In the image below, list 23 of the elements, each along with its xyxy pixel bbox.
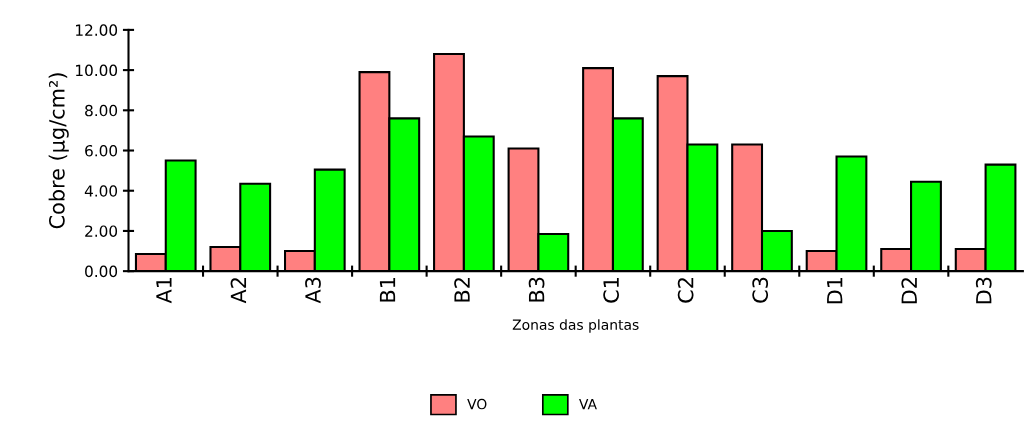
x-tick-label: C3 [752,277,769,303]
y-tick-label: 8.00 [85,104,118,117]
x-tick-label: C1 [603,277,619,303]
y-tick-label: 10.00 [76,64,118,77]
x-tick-label: D3 [975,277,992,304]
legend-label: VO [467,398,487,410]
y-axis-title: Cobre (µg/cm²) [48,73,69,229]
y-tick-label: 6.00 [85,144,118,157]
y-tick-label: 0.00 [85,265,118,278]
y-tick-label: 12.00 [76,24,118,36]
x-tick-label: D1 [827,277,843,304]
x-tick-label: D2 [901,278,917,304]
x-tick-label: A2 [230,278,247,304]
x-tick-label: B2 [454,278,470,302]
y-tick-label: 4.00 [84,185,118,197]
x-tick-label: B3 [528,277,545,302]
y-tick-label: 2.00 [85,225,118,237]
legend-label: VA [579,399,597,410]
x-tick-label: B1 [379,277,396,302]
x-axis-title: Zonas das plantas [512,319,639,333]
x-tick-label: C2 [677,278,694,303]
x-tick-label: A3 [305,277,321,304]
x-tick-label: A1 [156,277,172,304]
